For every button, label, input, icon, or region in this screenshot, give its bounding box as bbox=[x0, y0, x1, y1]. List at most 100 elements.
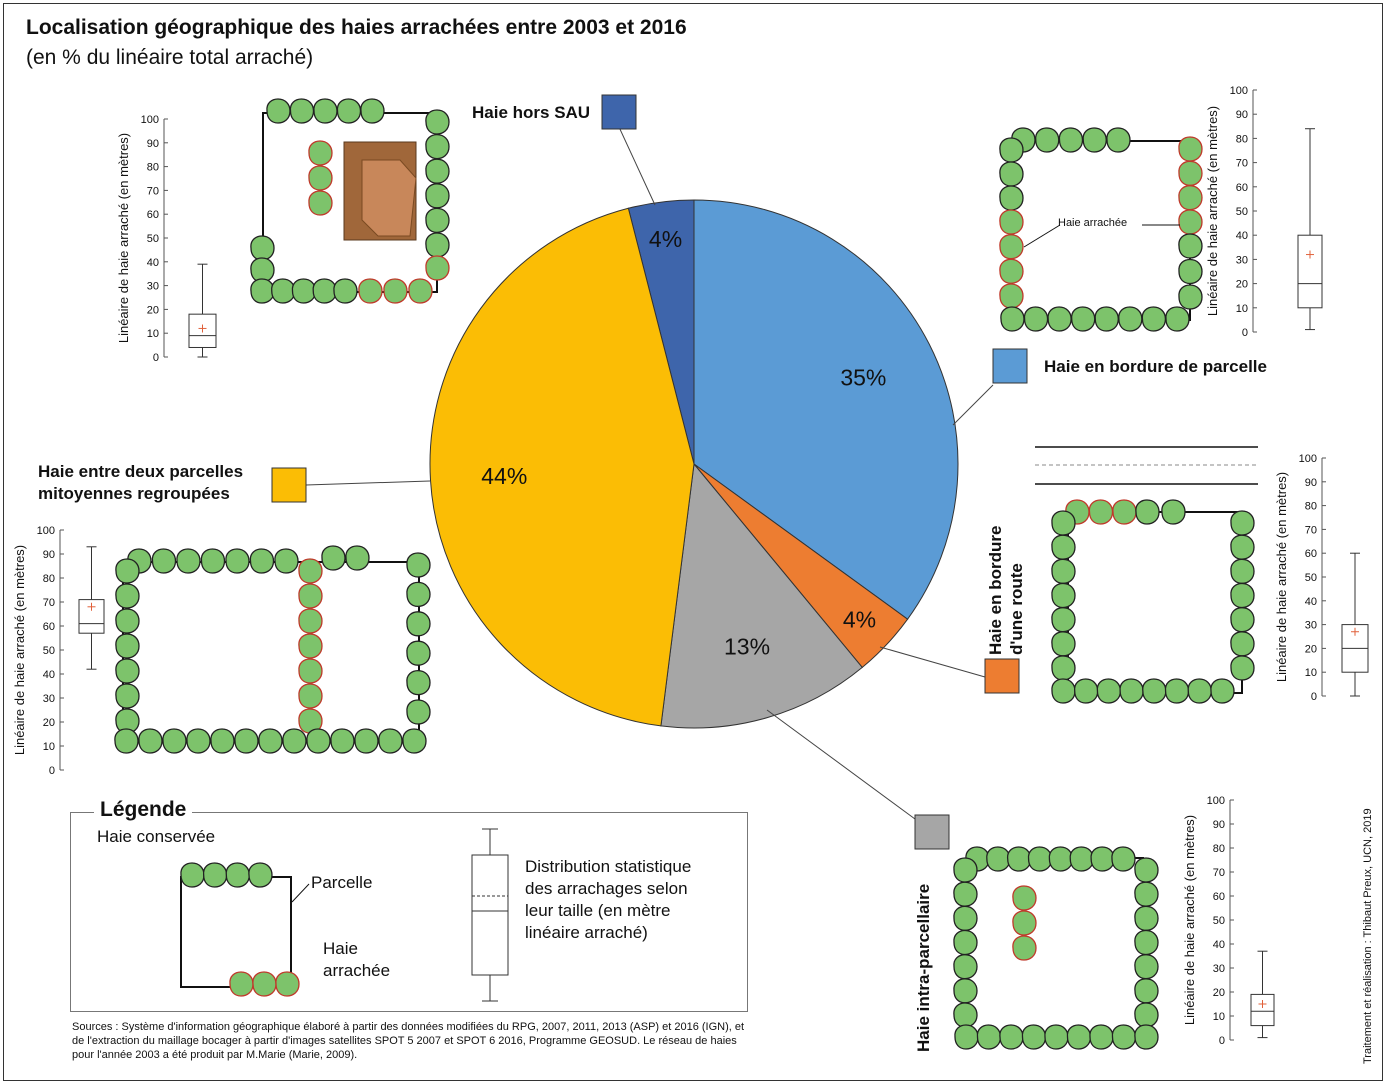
boxplot-tick-label: 20 bbox=[43, 717, 55, 729]
hedge-kept bbox=[999, 185, 1024, 211]
hedge-kept bbox=[313, 98, 338, 124]
hedge-kept bbox=[1051, 631, 1076, 657]
legend-box bbox=[70, 812, 748, 1012]
hedge-kept bbox=[176, 548, 201, 574]
boxplot-tick-label: 0 bbox=[1219, 1035, 1225, 1047]
legend-boxplot-line1: Distribution statistique bbox=[525, 857, 692, 876]
boxplot-tick-label: 70 bbox=[1236, 158, 1248, 170]
boxplot-tick-label: 30 bbox=[1305, 620, 1317, 632]
hedge-kept bbox=[1094, 306, 1119, 332]
hedge-kept bbox=[1187, 678, 1212, 704]
hedge-removed bbox=[999, 258, 1024, 284]
boxplot-tick-label: 50 bbox=[1213, 915, 1225, 927]
hedge-kept bbox=[406, 611, 431, 637]
boxplot-tick-label: 60 bbox=[1236, 182, 1248, 194]
hedge-kept bbox=[953, 978, 978, 1004]
boxplot-tick-label: 80 bbox=[1305, 501, 1317, 513]
boxplot-tick-label: 100 bbox=[141, 114, 159, 126]
hedge-removed bbox=[1012, 935, 1037, 961]
boxplot-tick-label: 30 bbox=[43, 693, 55, 705]
hedge-removed bbox=[1112, 499, 1137, 525]
hedge-kept bbox=[1111, 846, 1136, 872]
category-swatch-2 bbox=[271, 467, 307, 503]
hedge-removed bbox=[425, 255, 450, 281]
hedge-kept bbox=[406, 581, 431, 608]
hedge-kept bbox=[250, 235, 275, 261]
boxplot-intra: 0 10 20 30 40 50 60 70 80 90 100 Linéaire de haie a… bbox=[1182, 795, 1275, 1047]
hedge-kept bbox=[999, 137, 1024, 163]
boxplot-tick-label: 0 bbox=[153, 352, 159, 364]
pie-value-label-1: 35% bbox=[840, 365, 886, 391]
hedge-diagrams bbox=[114, 98, 1258, 1050]
parcel bbox=[966, 857, 1144, 1040]
hedge-kept bbox=[1134, 978, 1159, 1004]
hedge-kept bbox=[1230, 655, 1255, 681]
haie-arrachee-callout: Haie arrachée bbox=[1058, 217, 1128, 229]
hedge-kept bbox=[1066, 1024, 1092, 1050]
hedge-kept bbox=[1106, 127, 1131, 153]
boxplot-tick-label: 70 bbox=[43, 597, 55, 609]
boxplot-tick-label: 70 bbox=[1305, 524, 1317, 536]
pie-slice-3 bbox=[660, 462, 863, 729]
boxplot-tick-label: 50 bbox=[43, 645, 55, 657]
boxplot-tick-label: 80 bbox=[1213, 843, 1225, 855]
category-swatch-4 bbox=[914, 814, 950, 850]
label-bordure-parcelle: Haie en bordure de parcelle bbox=[1044, 357, 1267, 376]
hedge-kept bbox=[258, 728, 283, 754]
hedge-kept bbox=[1230, 631, 1255, 657]
hedge-kept bbox=[1073, 678, 1099, 704]
hedge-kept bbox=[1089, 1024, 1114, 1050]
boxplot-tick-label: 60 bbox=[43, 621, 55, 633]
hedge-removed bbox=[999, 209, 1024, 235]
boxplot-tick-label: 80 bbox=[43, 573, 55, 585]
label-hors-sau: Haie hors SAU bbox=[472, 103, 591, 122]
pie-value-label-4: 44% bbox=[481, 463, 527, 489]
hedge-kept bbox=[1134, 857, 1159, 883]
hedge-kept bbox=[250, 278, 275, 304]
hedge-kept bbox=[306, 728, 331, 754]
hedge-kept bbox=[115, 633, 140, 659]
boxplot-tick-label: 20 bbox=[1236, 279, 1248, 291]
hedge-kept bbox=[1111, 1024, 1137, 1050]
hedge-kept bbox=[425, 232, 450, 258]
boxplot-tick-label: 10 bbox=[1236, 303, 1248, 315]
legend-boxplot-line3: leur taille (en mètre bbox=[525, 901, 671, 920]
hedge-kept bbox=[1069, 846, 1094, 872]
hedge-kept bbox=[406, 669, 431, 696]
hedge-kept bbox=[1051, 534, 1076, 560]
hedge-kept bbox=[953, 905, 978, 931]
hedge-kept bbox=[274, 548, 299, 574]
boxplot-tick-label: 60 bbox=[147, 209, 159, 221]
boxplot-tick-label: 50 bbox=[147, 233, 159, 245]
boxplot-tick-label: 60 bbox=[1305, 548, 1317, 560]
boxplot-tick-label: 80 bbox=[147, 162, 159, 174]
hedge-removed bbox=[298, 658, 323, 684]
hedge-kept bbox=[271, 278, 296, 304]
boxplot-tick-label: 40 bbox=[1213, 939, 1225, 951]
hedge-kept bbox=[425, 207, 450, 234]
hedge-kept bbox=[1164, 678, 1190, 704]
hedge-removed bbox=[1012, 885, 1037, 911]
boxplot-tick-label: 20 bbox=[147, 304, 159, 316]
hedge-kept bbox=[282, 728, 307, 754]
hedge-kept bbox=[976, 1024, 1002, 1050]
hedge-kept bbox=[115, 583, 140, 609]
hedge-kept bbox=[1051, 510, 1076, 536]
boxplot-tick-label: 10 bbox=[147, 328, 159, 340]
pie-value-label-3: 13% bbox=[724, 634, 770, 660]
hedge-kept bbox=[321, 545, 346, 571]
hedge-kept bbox=[138, 728, 163, 754]
diagram-hors-sau bbox=[250, 98, 450, 304]
boxplot-tick-label: 70 bbox=[1213, 867, 1225, 879]
hedge-kept bbox=[953, 954, 978, 980]
hedge-kept bbox=[378, 728, 403, 754]
boxplot-tick-label: 80 bbox=[1236, 133, 1248, 145]
hedge-removed bbox=[999, 283, 1024, 309]
hedge-kept bbox=[115, 658, 140, 684]
legend-box-shape bbox=[471, 854, 509, 976]
hedge-kept bbox=[1070, 306, 1096, 332]
pie-value-label-0: 4% bbox=[649, 226, 682, 252]
legend-boxplot-line4: linéaire arraché) bbox=[525, 923, 648, 942]
leader-line-1 bbox=[952, 384, 994, 426]
